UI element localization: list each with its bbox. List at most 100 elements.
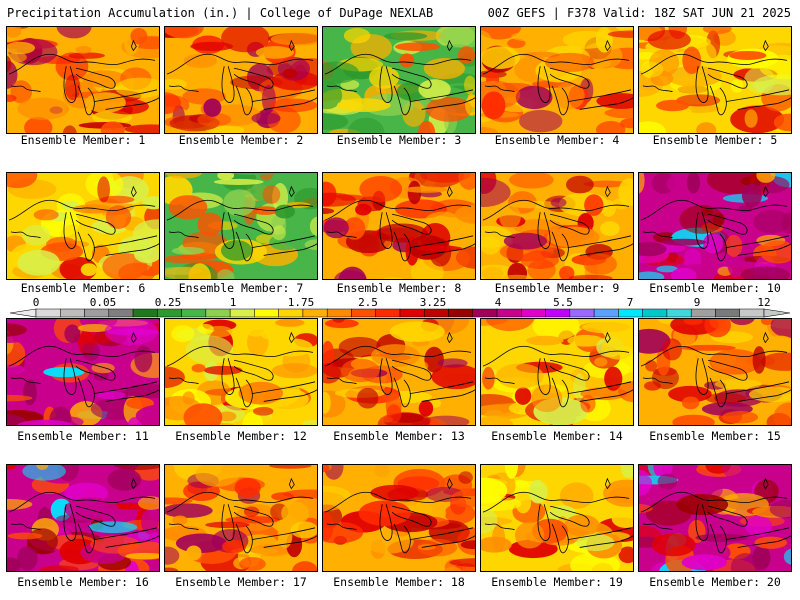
ensemble-member-label: Ensemble Member: 5 [652,133,778,147]
precip-blob [730,79,744,93]
coastline-path [221,504,235,541]
coastline-path [725,381,790,394]
precip-blob [186,545,202,561]
precip-blob [175,533,227,553]
coastline-path [105,389,159,402]
ensemble-member-map [638,318,792,426]
ensemble-member-label: Ensemble Member: 11 [17,429,149,443]
ensemble-member-map [322,172,476,280]
precip-blob [205,521,250,529]
coastline-path [130,185,137,198]
ensemble-member-map [6,172,160,280]
ensemble-member-map [322,26,476,134]
precip-blob [73,332,114,345]
precip-blob [519,109,563,133]
precip-blob [323,207,335,215]
precip-blob [22,465,66,481]
precip-blob [141,509,159,535]
coastline-path [8,345,156,367]
colorbar-swatch [84,308,110,318]
great-lakes-outline [640,477,791,554]
ensemble-member-map [638,26,792,134]
precip-blob [165,497,193,505]
precip-blob [425,96,473,122]
colorbar-swatch [715,308,740,318]
coastline-path [549,359,590,381]
coastline-path [10,377,41,385]
coastline-path [235,85,253,116]
coastline-path [233,213,274,235]
precip-blob [221,27,270,53]
precip-blob [417,120,436,133]
precip-blob [594,357,608,367]
precip-blob [114,77,159,98]
precip-blob [185,335,233,365]
colorbar-tick-label: 5.5 [553,297,573,309]
coastline-path [393,377,411,408]
precip-blob [243,506,260,517]
coastline-path [391,67,432,89]
ensemble-member-label: Ensemble Member: 16 [17,575,149,589]
coastline-path [221,358,235,395]
precip-blob [197,323,214,334]
colorbar-swatch [618,308,643,318]
precip-blob [515,491,532,514]
great-lakes-outline [8,39,159,116]
coastline-path [421,243,475,256]
precip-blob [291,561,317,571]
precip-blob [437,358,468,368]
precip-blob [165,366,185,389]
precip-colorbar: 0 0.05 0.25 1 1.75 2.5 3.25 4 5.5 7 9 12 [9,297,791,318]
precip-blob [68,52,105,59]
ensemble-member-map [6,464,160,572]
coastline-path [551,231,569,262]
coastline-path [233,67,274,89]
precip-blob [7,173,38,189]
precip-blob [384,32,428,41]
coastline-path [446,39,453,52]
precip-blob [277,523,293,549]
precip-blob [218,411,237,422]
precip-blob [356,387,379,409]
great-lakes-outline [324,185,475,262]
coastline-path [409,235,474,248]
precip-blob [269,465,312,469]
coastline-path [484,523,515,531]
precip-blob [520,250,559,269]
colorbar-swatch [157,308,182,318]
precip-blob [601,200,616,217]
precip-blob [165,255,203,264]
precip-blob [741,183,762,207]
precip-blob [639,173,645,194]
coastline-path [762,185,769,198]
precip-blob [454,204,475,224]
precip-blob [414,361,429,372]
colorbar-swatch [351,308,376,318]
coastline-path [709,377,727,408]
coastline-path [326,231,357,239]
precip-blob [332,319,345,323]
coastline-path [324,199,472,221]
precip-blob [382,277,405,279]
precip-blob [309,216,317,236]
coastline-path [8,53,156,75]
coastline-path [8,491,156,513]
great-lakes-outline [482,185,633,262]
precip-blob [773,402,791,425]
precip-blob [191,364,206,373]
ensemble-member-label: Ensemble Member: 18 [333,575,465,589]
coastline-path [393,523,411,554]
precip-blob [130,27,148,45]
ensemble-member-label: Ensemble Member: 14 [491,429,623,443]
colorbar-swatch [424,308,449,318]
precip-blob [481,126,499,133]
coastline-path [640,53,788,75]
coastline-path [695,66,709,103]
precip-blob [343,217,366,240]
coastline-path [8,199,156,221]
precip-blob [216,269,235,279]
great-lakes-outline [166,477,317,554]
precip-blob [620,465,633,479]
great-lakes-outline [640,185,791,262]
map-title: Precipitation Accumulation (in.) | Colle… [7,6,434,20]
